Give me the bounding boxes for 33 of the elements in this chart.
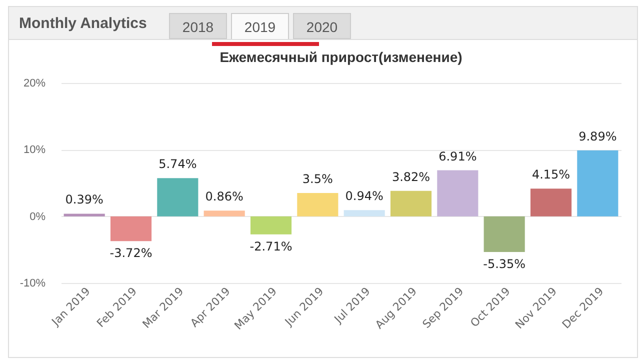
text: 2019 xyxy=(231,13,289,39)
y-tick-label: 0% xyxy=(30,210,46,223)
data-label: 0.94% xyxy=(345,189,384,204)
bar xyxy=(530,188,572,216)
bar xyxy=(64,214,105,216)
bar xyxy=(110,216,152,242)
bar xyxy=(437,170,478,216)
data-label: 0.39% xyxy=(65,192,104,207)
text: 2020 xyxy=(293,13,351,39)
bar xyxy=(250,216,292,234)
data-label: 3.82% xyxy=(392,170,430,184)
text: 2018 xyxy=(169,13,227,39)
data-label: 9.89% xyxy=(578,129,617,144)
bar xyxy=(157,178,198,216)
bar xyxy=(297,193,338,216)
bar xyxy=(344,210,385,216)
y-tick-label: 10% xyxy=(23,144,46,156)
data-label: 5.74% xyxy=(158,157,197,172)
data-label: 4.15% xyxy=(532,168,570,182)
y-tick-label: -10% xyxy=(20,278,46,290)
chart-title: Ежемесячный прирост(изменение) xyxy=(220,49,462,65)
data-label: -5.35% xyxy=(483,257,526,271)
data-label: 3.5% xyxy=(302,172,333,186)
bar xyxy=(204,210,245,216)
data-label: -3.72% xyxy=(110,246,152,260)
bar xyxy=(577,150,618,216)
data-label: 6.91% xyxy=(438,149,477,164)
bar xyxy=(484,216,525,252)
text: Monthly Analytics xyxy=(19,15,147,32)
data-label: -2.71% xyxy=(250,239,292,254)
data-label: 0.86% xyxy=(205,190,244,204)
bar xyxy=(390,190,432,216)
y-tick-label: 20% xyxy=(23,78,46,90)
